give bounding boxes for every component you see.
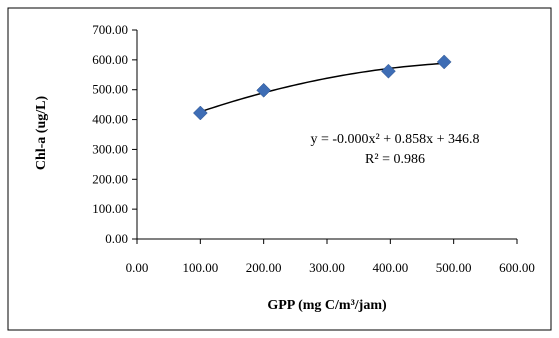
trendline-equation: y = -0.000x² + 0.858x + 346.8 xyxy=(310,132,479,147)
x-tick-label: 600.00 xyxy=(499,260,535,275)
y-tick-label: 0.00 xyxy=(105,231,128,246)
y-tick-label: 400.00 xyxy=(92,112,128,127)
y-tick-label: 100.00 xyxy=(92,201,128,216)
y-tick-label: 200.00 xyxy=(92,171,128,186)
x-tick-label: 100.00 xyxy=(182,260,218,275)
y-axis-title: Chl-a (ug/L) xyxy=(34,96,49,171)
x-tick-label: 200.00 xyxy=(246,260,282,275)
y-tick-label: 300.00 xyxy=(92,141,128,156)
data-point xyxy=(192,105,208,121)
trendline-r-squared: R² = 0.986 xyxy=(365,152,425,167)
data-point xyxy=(256,82,272,98)
trendline xyxy=(200,62,445,113)
axes: 0.00 100.00 200.00 300.00 400.00 500.00 600.00… xyxy=(92,22,535,275)
text-layer: y = -0.000x² + 0.858x + 346.8 R² = 0.986… xyxy=(34,96,480,313)
points-layer xyxy=(192,54,452,121)
chart-frame xyxy=(7,7,552,331)
x-tick-label: 500.00 xyxy=(436,260,472,275)
y-tick-label: 500.00 xyxy=(92,82,128,97)
x-tick-label: 300.00 xyxy=(309,260,345,275)
y-tick-label: 700.00 xyxy=(92,22,128,37)
data-point xyxy=(381,63,396,79)
x-axis-title: GPP (mg C/m³/jam) xyxy=(267,298,387,313)
x-tick-label: 400.00 xyxy=(372,260,408,275)
y-tick-label: 600.00 xyxy=(92,52,128,67)
data-point xyxy=(436,54,452,70)
x-tick-label: 0.00 xyxy=(126,260,149,275)
trendline-layer xyxy=(200,62,445,113)
